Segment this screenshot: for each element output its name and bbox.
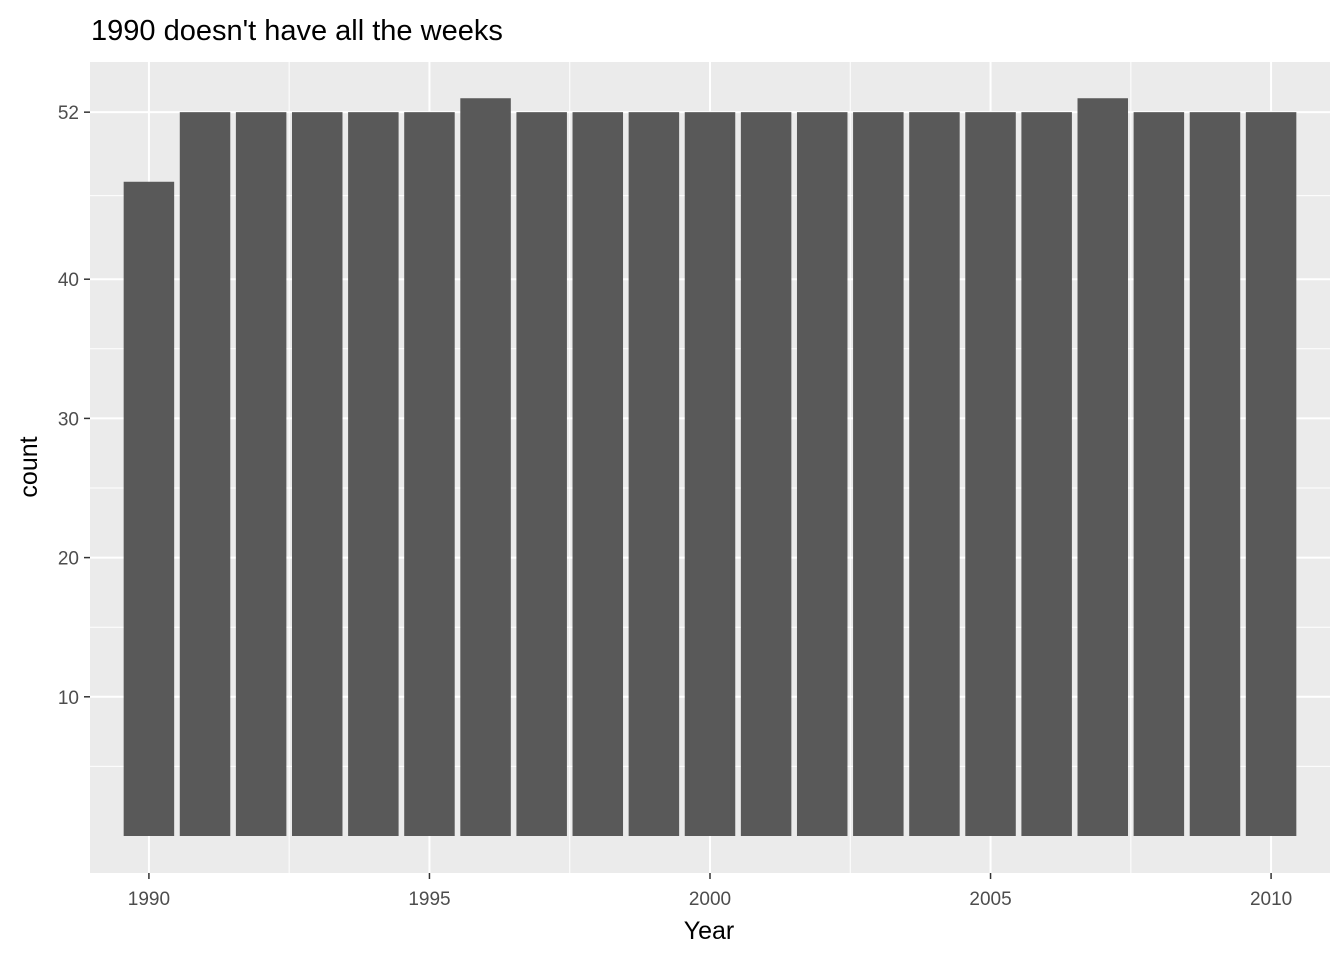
bar-1990 xyxy=(123,181,175,836)
bar-1995 xyxy=(404,112,455,836)
bar-2006 xyxy=(1021,112,1072,836)
bar-2001 xyxy=(740,112,792,836)
bar-2005 xyxy=(965,112,1016,836)
x-tick-label: 2005 xyxy=(969,889,1011,910)
y-tick-label: 52 xyxy=(58,103,79,124)
y-tick-label: 10 xyxy=(58,688,79,709)
x-tick-label: 2000 xyxy=(689,889,731,910)
y-tick-label: 30 xyxy=(58,409,79,430)
bar-2009 xyxy=(1189,112,1241,836)
bar-1994 xyxy=(348,112,399,836)
x-axis: 1990 1995 2000 2005 2010 xyxy=(128,873,1292,910)
bar-2010 xyxy=(1245,112,1297,836)
bar-2007 xyxy=(1077,98,1129,837)
bar-1991 xyxy=(179,112,231,836)
x-tick-label: 2010 xyxy=(1250,889,1292,910)
y-tick-label: 20 xyxy=(58,549,79,570)
bar-1998 xyxy=(572,112,624,836)
chart-title: 1990 doesn't have all the weeks xyxy=(91,15,503,47)
bar-2000 xyxy=(684,112,736,836)
x-axis-title: Year xyxy=(684,917,735,945)
bar-2003 xyxy=(853,112,904,836)
bar-2008 xyxy=(1133,112,1185,836)
bars xyxy=(123,98,1297,837)
bar-1996 xyxy=(460,98,511,837)
y-tick-label: 40 xyxy=(58,270,79,291)
bar-1997 xyxy=(516,112,567,836)
bar-1992 xyxy=(235,112,287,836)
bar-1993 xyxy=(291,112,343,836)
bar-2004 xyxy=(909,112,960,836)
bar-1999 xyxy=(628,112,680,836)
x-tick-label: 1990 xyxy=(128,889,170,910)
x-tick-label: 1995 xyxy=(408,889,450,910)
bar-2002 xyxy=(796,112,848,836)
y-axis: 10 20 30 40 52 xyxy=(58,103,90,709)
y-axis-title: count xyxy=(15,436,43,497)
